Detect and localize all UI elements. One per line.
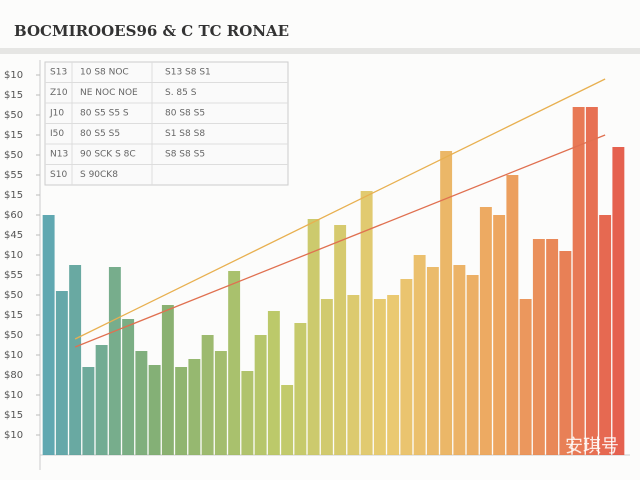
- y-tick-label: $55: [4, 270, 23, 281]
- trend-line: [74, 78, 606, 340]
- y-tick-label: $10: [4, 250, 23, 261]
- table-cell: S 90CK8: [80, 170, 118, 180]
- bar: [122, 319, 135, 455]
- table-cell: N13: [50, 150, 68, 160]
- bar: [334, 225, 347, 455]
- y-tick-label: $15: [4, 90, 23, 101]
- bar: [148, 365, 161, 455]
- y-tick-label: $15: [4, 310, 23, 321]
- bar: [175, 367, 188, 455]
- table-cell: S10: [50, 170, 67, 180]
- y-tick-label: $15: [4, 190, 23, 201]
- bar: [307, 219, 320, 455]
- y-tick-label: $15: [4, 410, 23, 421]
- watermark: 安琪号: [565, 436, 619, 457]
- table-cell: Z10: [50, 88, 68, 98]
- bar: [599, 215, 612, 455]
- bar: [532, 239, 545, 455]
- bar: [267, 311, 280, 455]
- bar: [161, 305, 174, 455]
- bar: [347, 295, 360, 455]
- bar: [241, 371, 254, 455]
- bar: [585, 107, 598, 455]
- bar: [493, 215, 506, 455]
- bar: [55, 291, 68, 455]
- y-tick-label: $10: [4, 350, 23, 361]
- bar: [281, 385, 294, 455]
- bar: [69, 265, 82, 455]
- bar: [413, 255, 426, 455]
- y-tick-label: $55: [4, 170, 23, 181]
- bar: [612, 147, 625, 455]
- bar: [400, 279, 413, 455]
- y-tick-label: $10: [4, 390, 23, 401]
- table-cell: S8 S8 S5: [165, 150, 205, 160]
- table-cell: S13 S8 S1: [165, 68, 211, 78]
- bar: [426, 267, 439, 455]
- title-rule: [0, 48, 640, 54]
- table-cell: S1 S8 S8: [165, 129, 205, 139]
- bar: [373, 299, 386, 455]
- bar: [228, 271, 241, 455]
- table-cell: 80 S5 S5: [80, 129, 120, 139]
- table-cell: NE NOC NOE: [80, 88, 138, 98]
- bar: [254, 335, 267, 455]
- bar: [387, 295, 400, 455]
- table-cell: 80 S5 S5 S: [80, 109, 129, 119]
- table-cell: 80 S8 S5: [165, 109, 205, 119]
- bar: [519, 299, 532, 455]
- y-tick-label: $50: [4, 110, 23, 121]
- y-tick-label: $50: [4, 150, 23, 161]
- bar: [546, 239, 559, 455]
- table-cell: I50: [50, 129, 64, 139]
- y-tick-label: $10: [4, 70, 23, 81]
- y-tick-label: $45: [4, 230, 23, 241]
- bar: [453, 265, 466, 455]
- bar: [320, 299, 333, 455]
- bar: [188, 359, 201, 455]
- bar: [82, 367, 95, 455]
- table-cell: S. 85 S: [165, 88, 197, 98]
- bar: [559, 251, 572, 455]
- y-tick-label: $50: [4, 290, 23, 301]
- bar: [479, 207, 492, 455]
- table-cell: 90 SCK S 8C: [80, 150, 136, 160]
- y-tick-label: $10: [4, 430, 23, 441]
- y-tick-label: $15: [4, 130, 23, 141]
- table-cell: 10 S8 NOC: [80, 68, 129, 78]
- bar: [294, 323, 307, 455]
- bar: [360, 191, 373, 455]
- bar: [135, 351, 148, 455]
- table-cell: S13: [50, 68, 67, 78]
- bar: [466, 275, 479, 455]
- bar: [440, 151, 453, 455]
- chart-title: BOCMIROOES96 & C TC RONAE: [14, 22, 289, 40]
- trend-line: [74, 134, 606, 348]
- bar: [506, 175, 519, 455]
- bar: [108, 267, 121, 455]
- bar: [201, 335, 214, 455]
- y-tick-label: $80: [4, 370, 23, 381]
- y-tick-label: $50: [4, 330, 23, 341]
- bar: [95, 345, 108, 455]
- y-tick-label: $60: [4, 210, 23, 221]
- bar: [42, 215, 55, 455]
- data-table: S13 10 S8 NOC S13 S8 S1 Z10 NE NOC NOE S. 85 …: [44, 61, 289, 186]
- bar: [214, 351, 227, 455]
- bar: [572, 107, 585, 455]
- table-cell: J10: [49, 109, 64, 119]
